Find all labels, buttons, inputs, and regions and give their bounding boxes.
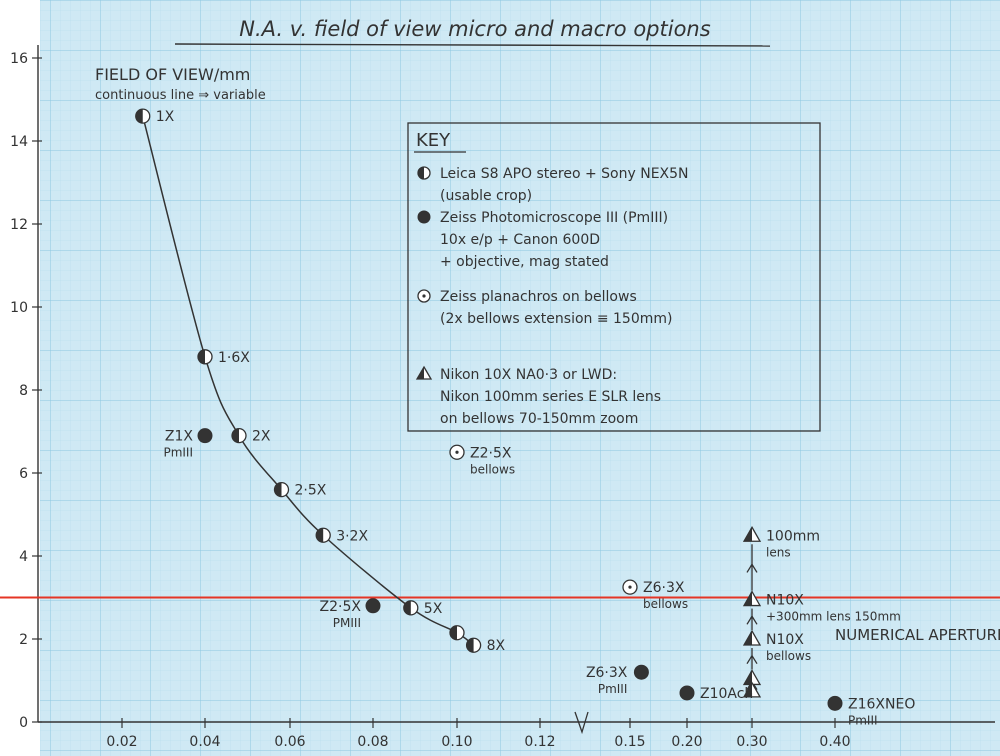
key-entry-text: Zeiss Photomicroscope III (PmIII) — [440, 210, 668, 226]
key-marker-dot — [417, 289, 431, 303]
point-label: 1X — [156, 109, 175, 125]
x-tick-label: 0.10 — [441, 734, 472, 750]
point-dot — [449, 444, 465, 460]
point-triangle-half — [742, 629, 762, 646]
x-tick-label: 0.20 — [671, 734, 702, 750]
key-entry-text: 10x e/p + Canon 600D — [440, 232, 600, 248]
point-label: Z10Ach — [700, 686, 753, 702]
key-heading: KEY — [416, 130, 451, 151]
x-tick-label: 0.30 — [736, 734, 767, 750]
y-tick-label: 6 — [19, 466, 28, 482]
point-half — [197, 349, 213, 365]
point-filled — [197, 428, 213, 444]
point-label: 1·6X — [218, 350, 250, 366]
point-half — [273, 481, 290, 498]
point-half — [315, 527, 331, 543]
point-half — [231, 427, 247, 444]
y-tick-label: 16 — [10, 51, 28, 67]
axes — [32, 45, 995, 735]
nikon-connector-arrows — [746, 544, 758, 690]
point-label: Z16XNEO PmIII — [848, 696, 915, 727]
point-half — [135, 108, 151, 124]
graph-paper-grid — [40, 0, 1000, 756]
y-axis-note: continuous line ⇒ variable — [95, 88, 266, 103]
y-tick-label: 2 — [19, 632, 28, 648]
axis-break-mark — [574, 711, 589, 735]
y-tick-labels: 0 2 4 6 8 10 12 14 16 — [10, 51, 28, 731]
x-axis-label: NUMERICAL APERTURE — [835, 626, 1000, 644]
point-label: Z6·3X bellows — [643, 580, 688, 611]
point-label: N10X bellows — [766, 632, 811, 663]
key-box: KEY Leica S8 APO stereo + Sony NEX5N (usa… — [407, 122, 821, 432]
title-underline — [174, 43, 771, 47]
key-marker-triangle-half — [415, 365, 433, 380]
point-label: Z2·5X PMIII — [320, 599, 362, 630]
point-triangle-half — [742, 590, 762, 607]
point-label: 2X — [252, 429, 271, 445]
y-tick-label: 4 — [19, 549, 28, 565]
point-triangle-half — [742, 681, 762, 698]
point-label: Z6·3X PmIII — [586, 665, 628, 696]
point-triangle-half — [742, 525, 762, 542]
key-border — [407, 122, 821, 432]
y-axis-label: FIELD OF VIEW/mm — [95, 65, 250, 84]
x-tick-label: 0.04 — [189, 734, 220, 750]
point-half — [449, 625, 465, 641]
y-tick-label: 14 — [10, 134, 28, 150]
point-filled — [679, 685, 695, 701]
x-tick-label: 0.08 — [357, 734, 388, 750]
key-entry-text: (usable crop) — [440, 188, 532, 204]
point-half — [403, 600, 419, 616]
key-entry-text: (2x bellows extension ≡ 150mm) — [440, 311, 672, 327]
y-tick-label: 0 — [19, 715, 28, 731]
x-tick-label: 0.06 — [274, 734, 305, 750]
x-tick-label: 0.02 — [106, 734, 137, 750]
key-entry-text: on bellows 70-150mm zoom — [440, 411, 638, 427]
key-entries: Leica S8 APO stereo + Sony NEX5N (usable … — [415, 166, 689, 427]
point-labels: 1X 1·6X 2X 2·5X 3·2X 5X 8X Z1X PmIII Z2·5X PMIII Z6… — [156, 109, 916, 727]
key-entry-text: + objective, mag stated — [440, 254, 609, 270]
point-dot — [622, 579, 638, 595]
x-tick-label: 0.12 — [524, 734, 555, 750]
point-filled — [827, 695, 843, 711]
point-label: 3·2X — [336, 528, 368, 544]
y-tick-label: 8 — [19, 383, 28, 399]
point-label: 5X — [424, 601, 443, 617]
y-tick-label: 10 — [10, 300, 28, 316]
point-label: 8X — [487, 638, 506, 654]
x-tick-label: 0.40 — [819, 734, 850, 750]
point-half — [465, 637, 482, 653]
chart-title: N.A. v. field of view micro and macro op… — [239, 17, 710, 41]
point-label: 100mm lens — [766, 528, 820, 559]
point-filled — [365, 598, 381, 614]
point-filled — [633, 664, 649, 680]
point-label: N10X +300mm lens 150mm — [766, 593, 901, 624]
key-entry-text: Nikon 100mm series E SLR lens — [440, 389, 661, 405]
x-tick-labels: 0.02 0.04 0.06 0.08 0.10 0.12 0.15 0.20 0.30 0.40 — [106, 734, 850, 750]
key-entry-text: Nikon 10X NA0·3 or LWD: — [440, 367, 617, 383]
point-label: Z2·5X bellows — [470, 445, 515, 476]
key-marker-half — [417, 166, 431, 180]
data-points — [135, 108, 843, 711]
key-marker-filled — [417, 210, 431, 224]
key-entry-text: Leica S8 APO stereo + Sony NEX5N — [440, 166, 689, 182]
point-label: Z1X PmIII — [163, 429, 193, 460]
key-entry-text: Zeiss planachros on bellows — [440, 289, 637, 305]
y-tick-label: 12 — [10, 217, 28, 233]
point-label: 2·5X — [295, 483, 327, 499]
x-tick-label: 0.15 — [614, 734, 645, 750]
